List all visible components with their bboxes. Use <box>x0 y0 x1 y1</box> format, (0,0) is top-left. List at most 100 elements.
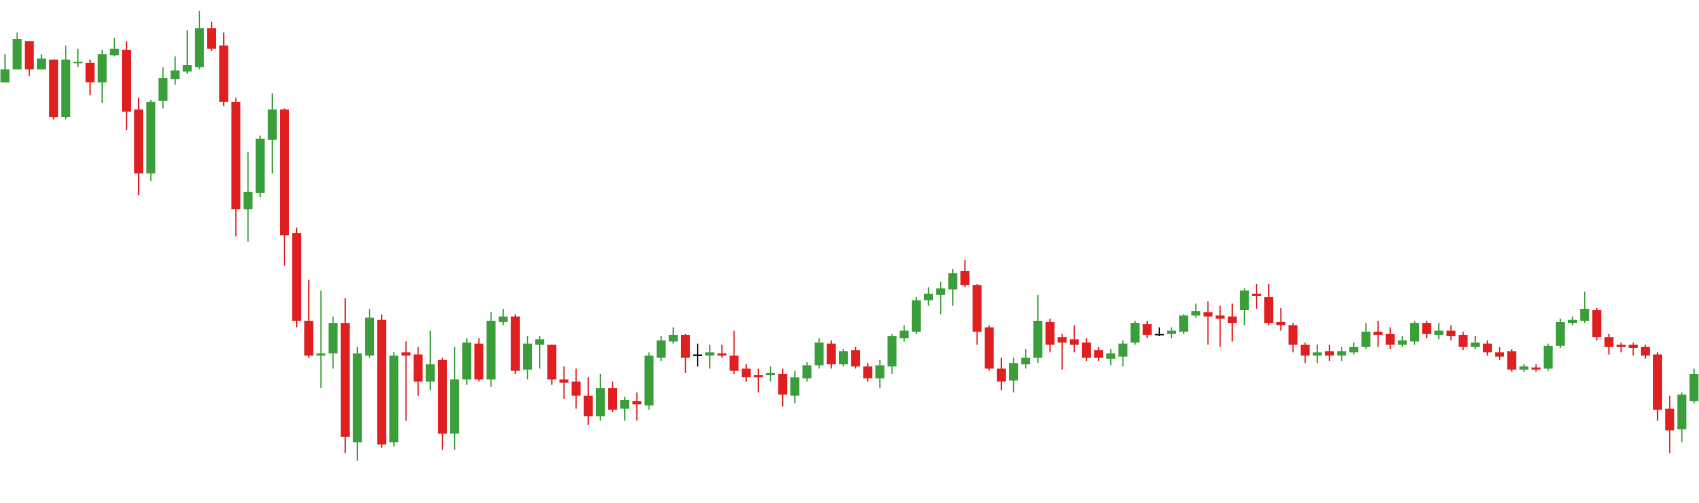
candle-body <box>1227 316 1237 324</box>
candle-body <box>1142 324 1152 335</box>
candle-body <box>1592 310 1602 338</box>
candle-body <box>170 70 180 80</box>
candle-body <box>122 49 132 112</box>
candle-body <box>340 323 350 437</box>
candle-body <box>279 109 289 236</box>
candle-body <box>559 379 569 383</box>
candle-body <box>535 339 545 345</box>
candle-body <box>875 365 885 379</box>
candle-body <box>207 28 217 49</box>
candle-body <box>413 354 423 382</box>
candle-body <box>790 377 800 396</box>
candle-body <box>1470 342 1480 347</box>
candle-body <box>1458 334 1468 347</box>
candle-body <box>960 271 970 286</box>
candle-body <box>571 381 581 396</box>
candle-body <box>996 368 1006 382</box>
candle-body <box>753 375 763 378</box>
candle-body <box>109 48 119 56</box>
candle-body <box>1531 367 1541 370</box>
candle-body <box>1203 312 1213 317</box>
candle-body <box>1482 343 1492 353</box>
candle-body <box>1349 346 1359 353</box>
candle-body <box>1422 323 1432 334</box>
candle-body <box>595 388 605 417</box>
candle-body <box>1410 323 1420 342</box>
candle-body <box>1567 319 1577 324</box>
candle-body <box>1264 297 1274 324</box>
candle-body <box>705 352 715 356</box>
candle-body <box>425 364 435 382</box>
candle-body <box>49 59 59 118</box>
candle-body <box>328 323 338 354</box>
candle-body <box>984 327 994 369</box>
candle-body <box>231 101 241 210</box>
candle-body <box>352 353 362 443</box>
candle-body <box>498 316 508 322</box>
candle-body <box>510 316 520 371</box>
candle-body <box>243 191 253 210</box>
candle-body <box>1179 315 1189 332</box>
candle-body <box>729 355 739 371</box>
candle-body <box>24 41 34 70</box>
candle-body <box>255 138 265 193</box>
candle-body <box>0 69 10 83</box>
candle-body <box>1057 337 1067 343</box>
candle-body <box>1616 344 1626 347</box>
candle-body <box>583 395 593 417</box>
candle-body <box>1324 351 1334 356</box>
candle-body <box>802 365 812 379</box>
candle-body <box>826 343 836 365</box>
candle-body <box>644 355 654 406</box>
candle-body <box>486 320 496 380</box>
candle-body <box>1009 363 1019 381</box>
candle-body <box>365 317 375 356</box>
candle-body <box>693 354 703 356</box>
candle-body <box>146 101 156 174</box>
candle-body <box>1653 354 1663 410</box>
candle-body <box>316 353 326 356</box>
candle-body <box>1239 290 1249 311</box>
candle-body <box>1154 333 1164 336</box>
candle-body <box>1106 353 1116 359</box>
candle-body <box>1555 321 1565 346</box>
candle-body <box>85 62 95 83</box>
candle-body <box>292 233 302 321</box>
candle-body <box>389 355 399 443</box>
candle-body <box>1373 331 1383 335</box>
candle-body <box>1604 337 1614 347</box>
candle-body <box>1628 344 1638 348</box>
candle-body <box>1495 352 1505 357</box>
candle-body <box>936 288 946 295</box>
candle-body <box>972 285 982 332</box>
candle-body <box>450 379 460 434</box>
candle-body <box>1069 339 1079 345</box>
candle-body <box>1434 330 1444 335</box>
candle-body <box>1397 340 1407 345</box>
candle-body <box>814 342 824 366</box>
candle-body <box>1677 394 1687 430</box>
candle-body <box>911 300 921 332</box>
candle-body <box>158 78 168 101</box>
candle-body <box>668 334 678 342</box>
candle-body <box>717 353 727 356</box>
candle-body <box>1580 308 1590 321</box>
candle-body <box>462 342 472 380</box>
candle-body <box>401 352 411 356</box>
candle-body <box>680 334 690 358</box>
candle-body <box>1446 330 1456 337</box>
candle-body <box>1665 408 1675 431</box>
candle-body <box>1021 357 1031 365</box>
candle-body <box>741 368 751 378</box>
candle-body <box>1543 345 1553 369</box>
candle-body <box>863 366 873 379</box>
candle-body <box>377 319 387 445</box>
candle-body <box>1167 330 1177 334</box>
candle-body <box>1337 351 1347 356</box>
candle-body <box>547 344 557 380</box>
candle-body <box>1385 333 1395 345</box>
candle-body <box>1689 373 1699 402</box>
